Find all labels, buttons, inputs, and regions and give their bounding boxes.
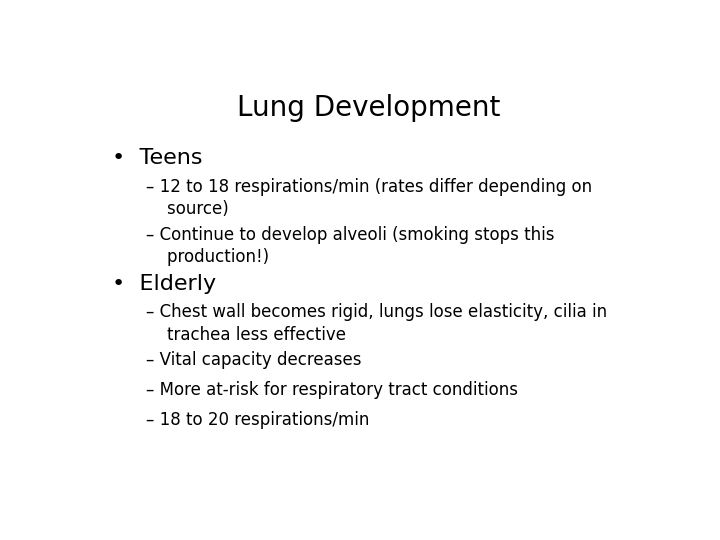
Text: – Continue to develop alveoli (smoking stops this
    production!): – Continue to develop alveoli (smoking s… (145, 226, 554, 266)
Text: – Chest wall becomes rigid, lungs lose elasticity, cilia in
    trachea less eff: – Chest wall becomes rigid, lungs lose e… (145, 303, 607, 343)
Text: – 12 to 18 respirations/min (rates differ depending on
    source): – 12 to 18 respirations/min (rates diffe… (145, 178, 592, 218)
Text: •  Teens: • Teens (112, 148, 203, 168)
Text: – Vital capacity decreases: – Vital capacity decreases (145, 352, 361, 369)
Text: Lung Development: Lung Development (238, 94, 500, 122)
Text: – More at-risk for respiratory tract conditions: – More at-risk for respiratory tract con… (145, 381, 518, 399)
Text: •  Elderly: • Elderly (112, 274, 217, 294)
Text: – 18 to 20 respirations/min: – 18 to 20 respirations/min (145, 411, 369, 429)
